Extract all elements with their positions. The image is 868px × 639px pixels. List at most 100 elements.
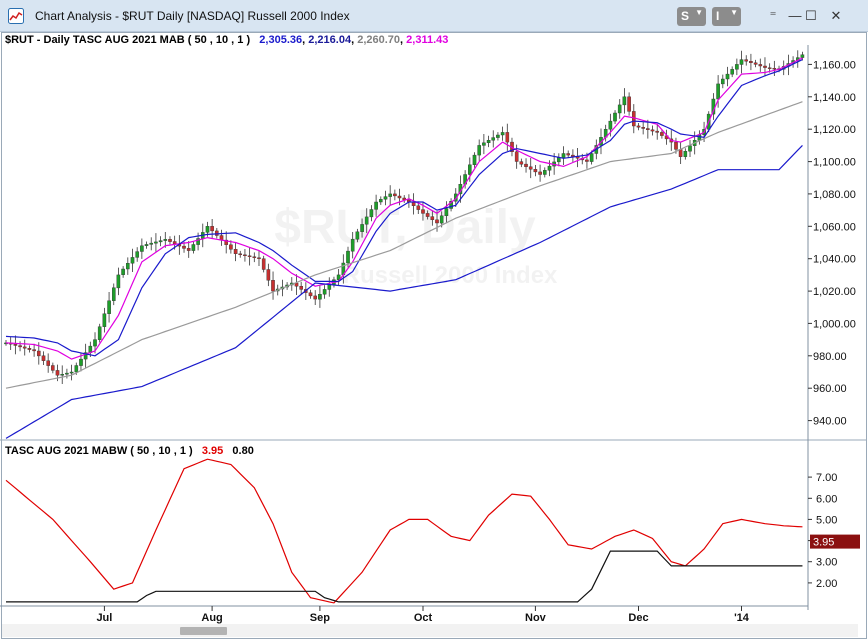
chart-style-button[interactable]: S ▼ [677,7,706,26]
candle-body [641,126,645,129]
candle-body [252,256,257,258]
candle-body [182,245,186,249]
candle-body [102,313,107,327]
price-y-axis: 1,160.00 1,140.00 1,120.00 1,100.00 1,080.00… [808,59,856,428]
candle-body [22,346,27,349]
symbol-watermark: $RUT, Daily Russell 2000 Index [274,201,558,289]
candle-body [725,73,730,80]
candle-body [608,120,613,130]
candle-body [346,250,350,264]
candle-body [613,112,617,122]
minimize-icon[interactable]: — [788,8,802,23]
candle-body [627,96,631,112]
candle-body [683,150,688,157]
mab-middle-value: 2,260.70 [357,34,401,46]
candle-body [636,125,641,128]
last-value-tag: 3.95 [810,534,860,549]
x-tick-label: Oct [414,612,433,624]
candle-body [622,96,627,106]
candle-body [158,240,163,243]
indicator-tick-label: 6.00 [816,493,837,505]
x-tick-label: Sep [310,612,330,624]
price-header-label: $RUT - Daily TASC AUG 2021 MAB ( 50 , 10… [5,34,251,46]
candle-body [416,205,421,210]
price-tick-label: 1,100.00 [813,157,856,169]
price-tick-label: 1,020.00 [813,286,856,298]
candle-body [758,64,763,67]
price-panel-header: $RUT - Daily TASC AUG 2021 MAB ( 50 , 10… [5,34,449,46]
candle-body [430,216,435,221]
candle-body [421,209,425,214]
candle-body [585,159,589,162]
candle-body [83,352,88,360]
candle-body [350,239,355,252]
price-tick-label: 980.00 [813,351,847,363]
candle-body [393,193,397,197]
x-tick-label: Dec [628,612,648,624]
candle-body [172,241,177,244]
candle-body [55,370,60,376]
candle-body [749,61,753,64]
candle-body [646,128,650,130]
window-title: Chart Analysis - $RUT Daily [NASDAQ] Rus… [35,9,350,23]
candle-body [46,360,50,366]
candle-body [196,238,200,245]
candle-body [60,374,64,376]
chart-style-label: S [681,9,690,23]
price-tick-label: 1,060.00 [813,221,856,233]
indicator-header-label: TASC AUG 2021 MABW ( 50 , 10 , 1 ) [5,445,193,457]
price-tick-label: 1,000.00 [813,318,856,330]
cursor-tool-label: I [716,9,720,23]
candle-body [688,145,692,152]
candle-body [261,258,266,270]
price-tick-label: 1,140.00 [813,92,856,104]
watermark-symbol: $RUT, Daily [274,201,536,254]
x-tick-label: Jul [96,612,112,624]
horizontal-scrollbar[interactable] [2,624,858,637]
candle-body [374,201,378,210]
price-tick-label: 960.00 [813,383,847,395]
candle-body [533,169,538,173]
candle-body [266,269,271,281]
x-tick-label: Nov [525,612,547,624]
price-overlays [5,57,803,439]
watermark-name: Russell 2000 Index [343,262,558,289]
candle-body [716,83,720,100]
candle-body [257,257,261,259]
last-value-tag-bg [810,534,860,549]
x-tick-label: Aug [201,612,222,624]
candle-body [111,287,116,301]
candle-body [97,326,102,340]
candle-body [327,284,332,290]
candle-body [514,151,519,162]
candle-body [243,254,247,257]
overflow-icon[interactable]: ⁼ [769,8,777,23]
cursor-tool-button[interactable]: I ▼ [712,7,741,26]
price-tick-label: 1,040.00 [813,254,856,266]
candle-body [163,239,168,241]
candle-body [336,274,341,280]
candle-body [229,244,233,250]
candle-body [224,239,229,245]
candle-body [238,253,243,256]
candle-body [388,193,393,197]
scrollbar-thumb[interactable] [180,627,227,635]
price-tick-label: 1,120.00 [813,124,856,136]
candle-body [233,248,238,254]
candle-body [149,242,154,245]
maximize-icon[interactable]: ☐ [805,8,817,23]
candle-body [425,213,430,217]
candle-body [74,365,79,373]
candle-body [557,157,561,163]
candle-body [500,132,505,136]
candle-body [800,54,805,58]
indicator-line-2 [6,550,803,603]
close-icon[interactable]: ✕ [830,8,842,23]
candle-body [674,141,678,150]
candle-body [721,78,725,85]
price-line-3 [5,101,803,389]
indicator-panel-header: TASC AUG 2021 MABW ( 50 , 10 , 1 ) 3.95 … [5,445,254,457]
candle-body [69,371,74,374]
mabw-value: 3.95 [201,445,224,457]
